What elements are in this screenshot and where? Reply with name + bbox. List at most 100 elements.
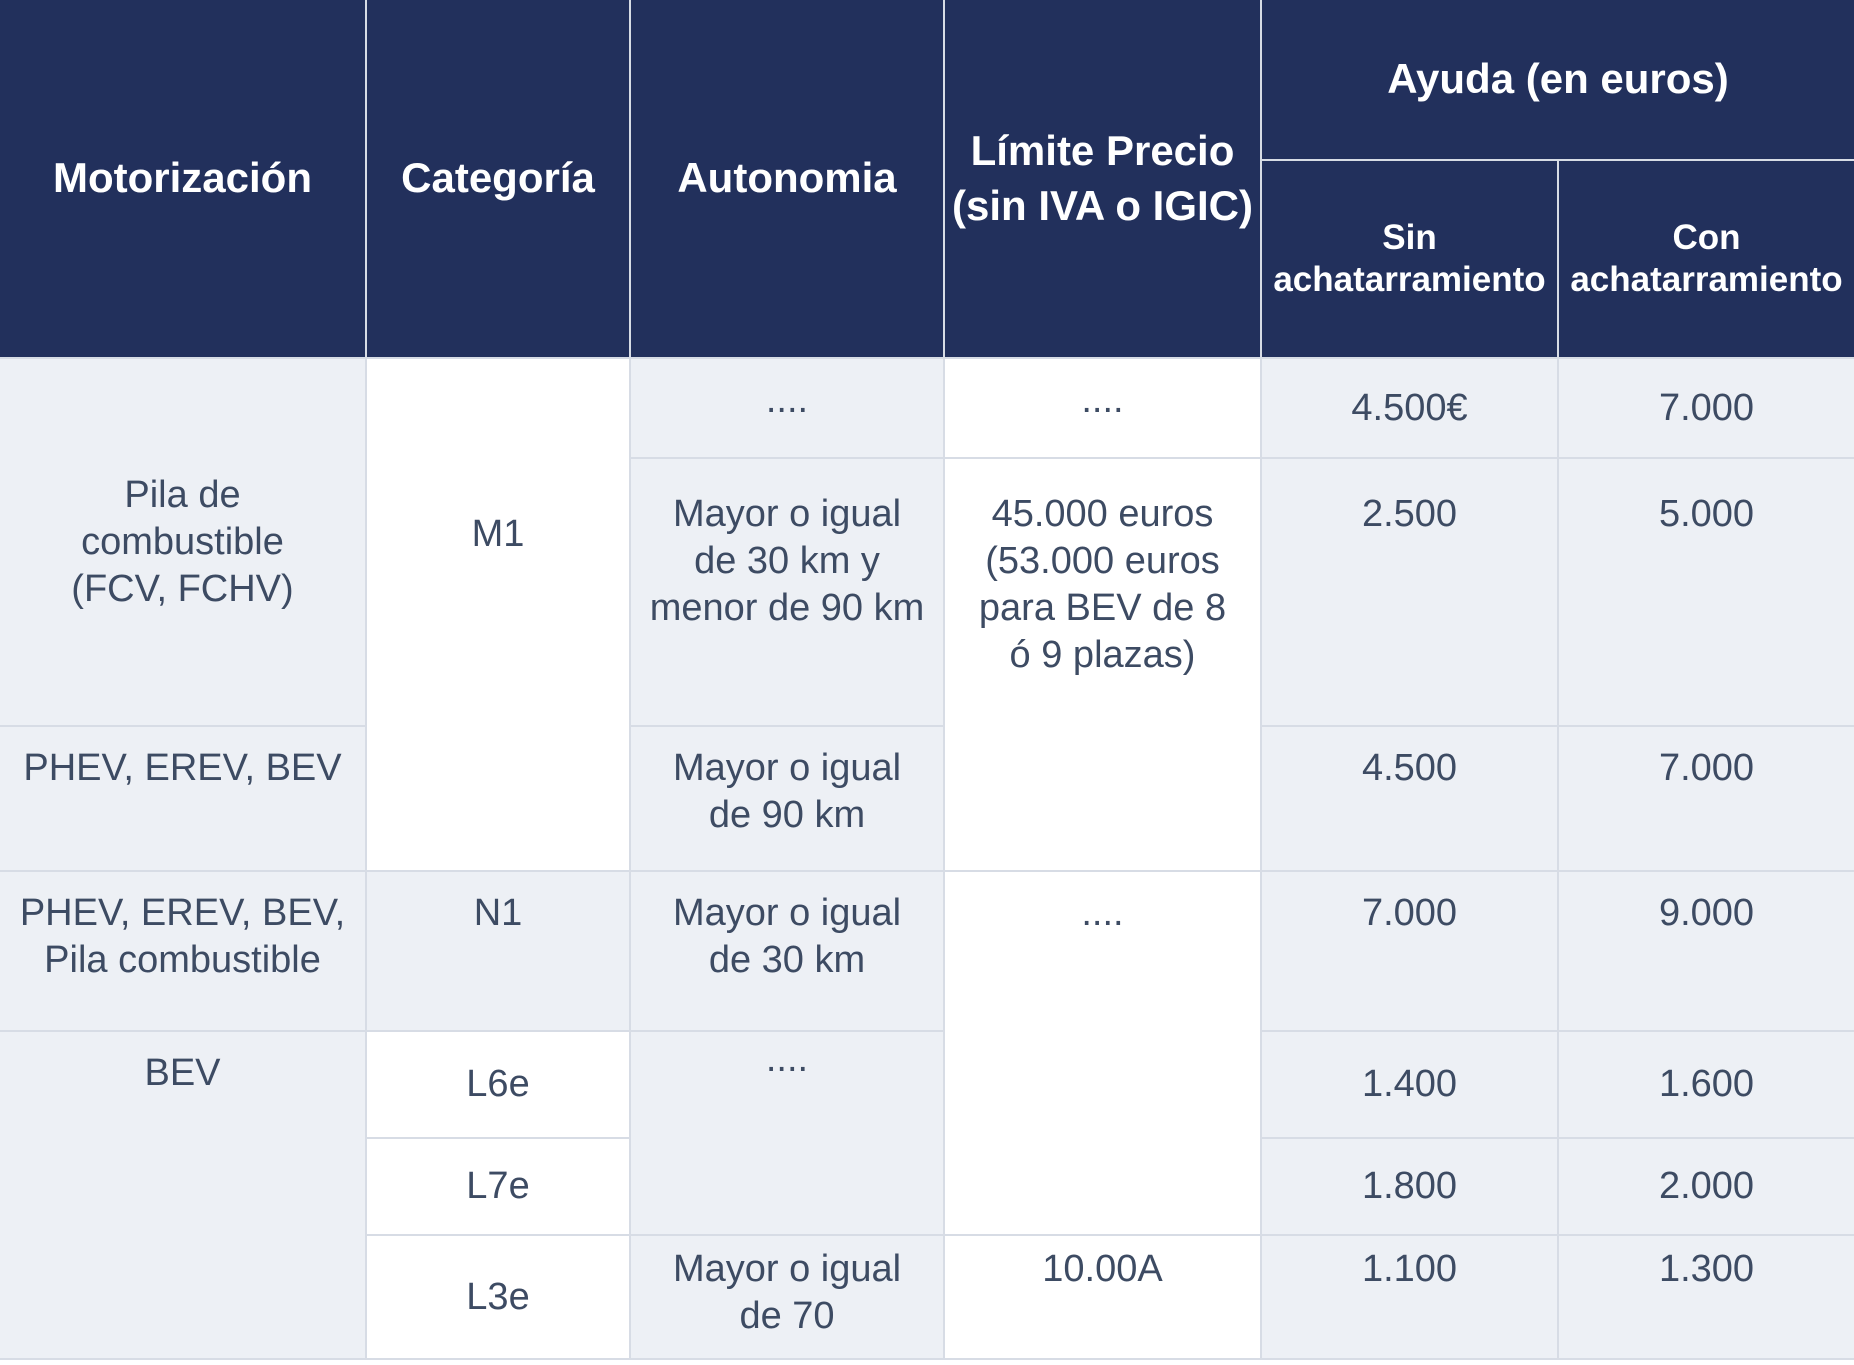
cell-text: Pila combustible xyxy=(44,939,321,981)
header-ayuda: Ayuda (en euros) xyxy=(1260,0,1854,161)
cell-text: N1 xyxy=(473,892,523,934)
cell-text: 1.300 xyxy=(1658,1248,1755,1290)
table-row: PHEV, EREV, BEV, Pila combustible N1 May… xyxy=(0,870,1854,1236)
cell-sin-r2: 2.500 xyxy=(1260,457,1559,727)
cell-text: de 90 km xyxy=(708,794,866,836)
cell-con-r6: 2.000 xyxy=(1557,1137,1854,1236)
cell-text: 4.500 xyxy=(1361,747,1458,789)
cell-sin-r3: 4.500 xyxy=(1260,725,1559,872)
cell-text: Mayor o igual xyxy=(672,493,902,535)
cell-text: de 30 km y xyxy=(694,540,880,582)
cell-aut-r2: Mayor o igual de 30 km y menor de 90 km xyxy=(629,457,945,727)
cell-text: de 30 km xyxy=(708,939,866,981)
table-row: PHEV, EREV, BEV Mayor o igual de 90 km 4… xyxy=(0,725,1854,872)
cell-cat-l6e: L6e xyxy=(365,1030,631,1139)
cell-sin-r6: 1.800 xyxy=(1260,1137,1559,1236)
cell-con-r3: 7.000 xyxy=(1557,725,1854,872)
cell-text: 7.000 xyxy=(1361,892,1458,934)
cell-aut-r4: Mayor o igual de 30 km xyxy=(629,870,945,1032)
cell-con-r5: 1.600 xyxy=(1557,1030,1854,1139)
cell-text: 9.000 xyxy=(1658,892,1755,934)
cell-text: de 70 xyxy=(739,1295,835,1337)
header-autonomia-label: Autonomia xyxy=(677,154,897,202)
cell-text: 1.400 xyxy=(1361,1063,1458,1105)
table-row: Pila de combustible (FCV, FCHV) M1 .... … xyxy=(0,357,1854,872)
cell-text: 2.000 xyxy=(1658,1165,1755,1207)
header-con-achatarramiento: Con achatarramiento xyxy=(1557,160,1854,359)
cell-aut-r3: Mayor o igual de 90 km xyxy=(629,725,945,872)
header-motorizacion-label: Motorización xyxy=(53,154,312,202)
cell-text: L7e xyxy=(466,1165,530,1207)
cell-cat-l3e: L3e xyxy=(365,1234,631,1360)
cell-text: L3e xyxy=(466,1275,530,1318)
cell-text: para BEV de 8 xyxy=(978,587,1227,629)
cell-con-r2: 5.000 xyxy=(1557,457,1854,727)
cell-text: BEV xyxy=(144,1052,221,1094)
cell-text: 4.500€ xyxy=(1351,386,1468,429)
cell-precio-r7: 10.00A xyxy=(943,1234,1262,1360)
cell-aut-r1: .... xyxy=(629,357,945,459)
cell-text: PHEV, EREV, BEV, xyxy=(19,892,346,934)
cell-precio-r1: .... xyxy=(943,357,1262,459)
header-sin-achatarramiento: Sin achatarramiento xyxy=(1260,160,1559,359)
cell-motor-bev: BEV xyxy=(0,1030,367,1360)
cell-con-r1: 7.000 xyxy=(1557,357,1854,459)
cell-text: 10.00A xyxy=(1042,1248,1163,1290)
cell-text: 45.000 euros xyxy=(991,493,1214,535)
cell-cat-n1: N1 xyxy=(365,870,631,1032)
cell-con-r4: 9.000 xyxy=(1557,870,1854,1032)
header-categoria-label: Categoría xyxy=(401,154,595,202)
cell-text: combustible xyxy=(81,520,284,563)
cell-text: 1.600 xyxy=(1658,1063,1755,1105)
header-con-line1: Con xyxy=(1672,218,1741,257)
cell-text: Mayor o igual xyxy=(672,1248,902,1290)
cell-text: 5.000 xyxy=(1658,493,1755,535)
cell-text: 1.100 xyxy=(1361,1248,1458,1290)
cell-motor-phev: PHEV, EREV, BEV xyxy=(0,725,367,872)
cell-sin-r5: 1.400 xyxy=(1260,1030,1559,1139)
cell-cat-l7e: L7e xyxy=(365,1137,631,1236)
header-limite-precio-sublabel: (sin IVA o IGIC) xyxy=(952,181,1253,229)
cell-text: (53.000 euros xyxy=(985,540,1220,582)
header-con-line2: achatarramiento xyxy=(1570,260,1843,299)
cell-text: 7.000 xyxy=(1658,747,1755,789)
cell-text: 2.500 xyxy=(1361,493,1458,535)
header-autonomia: Autonomia xyxy=(629,0,945,359)
table-row: L7e 1.800 2.000 xyxy=(0,1137,1854,1236)
table-row: L3e Mayor o igual de 70 10.00A 1.100 1.3… xyxy=(0,1234,1854,1360)
header-ayuda-label: Ayuda (en euros) xyxy=(1387,55,1729,103)
cell-text: ó 9 plazas) xyxy=(1009,634,1196,676)
cell-aut-r5: .... xyxy=(629,1030,945,1236)
cell-text: Mayor o igual xyxy=(672,892,902,934)
table-row: Mayor o igual de 30 km y menor de 90 km … xyxy=(0,457,1854,872)
cell-text: L6e xyxy=(466,1063,530,1105)
cell-text: .... xyxy=(765,1038,809,1080)
cell-text: Pila de xyxy=(124,473,241,516)
cell-motor-phev-pila: PHEV, EREV, BEV, Pila combustible xyxy=(0,870,367,1032)
cell-text: .... xyxy=(1081,892,1124,934)
header-sin-line2: achatarramiento xyxy=(1273,260,1546,299)
cell-text: M1 xyxy=(471,513,525,555)
cell-precio-r2: 45.000 euros (53.000 euros para BEV de 8… xyxy=(943,457,1262,872)
cell-sin-r4: 7.000 xyxy=(1260,870,1559,1032)
cell-sin-r1: 4.500€ xyxy=(1260,357,1559,459)
cell-precio-r4: .... xyxy=(943,870,1262,1236)
cell-text: (FCV, FCHV) xyxy=(71,567,294,610)
cell-text: 1.800 xyxy=(1361,1165,1458,1207)
cell-text: menor de 90 km xyxy=(649,587,925,629)
cell-cat-m1: M1 xyxy=(365,357,631,872)
header-sin-line1: Sin xyxy=(1382,218,1437,257)
cell-text: Mayor o igual xyxy=(672,747,902,789)
header-limite-precio-label: Límite Precio xyxy=(970,126,1235,174)
header-limite-precio: Límite Precio (sin IVA o IGIC) xyxy=(943,0,1262,359)
header-motorizacion: Motorización xyxy=(0,0,367,359)
cell-aut-r7: Mayor o igual de 70 xyxy=(629,1234,945,1360)
cell-text: .... xyxy=(765,379,809,421)
cell-text: 7.000 xyxy=(1658,386,1755,429)
cell-motor-pila: Pila de combustible (FCV, FCHV) xyxy=(0,357,367,727)
cell-text: PHEV, EREV, BEV xyxy=(23,747,342,789)
cell-con-r7: 1.300 xyxy=(1557,1234,1854,1360)
header-categoria: Categoría xyxy=(365,0,631,359)
table-row: BEV L6e .... 1.400 1.600 xyxy=(0,1030,1854,1360)
